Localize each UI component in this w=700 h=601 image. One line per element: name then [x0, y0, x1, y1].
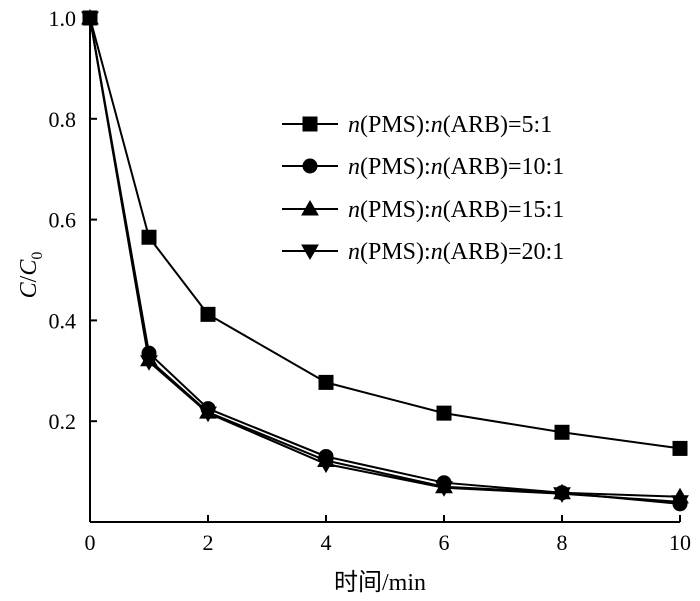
legend-item: n(PMS):n(ARB)=10:1	[282, 154, 564, 180]
legend-label: n(PMS):n(ARB)=15:1	[348, 197, 564, 223]
legend-item: n(PMS):n(ARB)=15:1	[282, 197, 564, 223]
legend-label-text: (PMS):	[360, 154, 431, 180]
x-tick-label: 8	[557, 530, 568, 555]
axis-ticks: 0 2 4 6 8 10 0.2 0.4 0.6 0.8 1.0	[49, 6, 692, 555]
triangle-down-marker	[435, 481, 453, 497]
legend-label-italic: n	[431, 154, 443, 180]
y-tick-label: 0.6	[49, 208, 77, 233]
legend-label-italic: n	[431, 239, 443, 265]
square-marker	[141, 229, 157, 245]
square-marker	[554, 424, 570, 440]
legend-label-italic: n	[348, 112, 360, 138]
legend-label-text: (ARB)=10:1	[443, 154, 565, 180]
x-tick-label: 4	[321, 530, 332, 555]
legend-label-text: (ARB)=5:1	[443, 112, 553, 138]
series	[82, 10, 688, 456]
y-tick-label: 0.4	[49, 308, 77, 333]
triangle-down-marker	[301, 244, 319, 261]
y-tick-label: 0.8	[49, 107, 77, 132]
series-layer	[81, 8, 689, 512]
legend-label-text: (PMS):	[360, 197, 431, 223]
y-tick-label: 0.2	[49, 409, 77, 434]
triangle-up-marker	[301, 199, 319, 216]
legend-label-text: (PMS):	[360, 239, 431, 265]
y-axis-title-slash: /	[16, 275, 42, 282]
triangle-down-marker	[317, 457, 335, 474]
square-marker	[318, 374, 334, 390]
square-marker	[200, 306, 216, 322]
triangle-down-marker	[199, 406, 217, 423]
legend-label-italic: n	[431, 197, 443, 223]
legend-label: n(PMS):n(ARB)=20:1	[348, 239, 564, 265]
legend-label-italic: n	[348, 154, 360, 180]
legend-label-text: (ARB)=15:1	[443, 197, 565, 223]
series	[81, 11, 689, 511]
legend-item: n(PMS):n(ARB)=5:1	[282, 112, 552, 138]
legend-label: n(PMS):n(ARB)=10:1	[348, 154, 564, 180]
y-axis-title-subscript: 0	[29, 252, 46, 260]
y-axis-title-c: C	[16, 281, 42, 298]
legend-item: n(PMS):n(ARB)=20:1	[282, 239, 564, 265]
square-marker	[436, 405, 452, 421]
x-tick-label: 0	[85, 530, 96, 555]
square-marker	[672, 440, 688, 456]
triangle-down-marker	[553, 487, 571, 503]
y-tick-label: 1.0	[49, 6, 77, 31]
legend-label: n(PMS):n(ARB)=5:1	[348, 112, 552, 138]
triangle-down-marker	[671, 495, 689, 511]
legend: n(PMS):n(ARB)=5:1n(PMS):n(ARB)=10:1n(PMS…	[282, 112, 564, 265]
x-tick-label: 10	[669, 530, 691, 555]
legend-label-italic: n	[348, 239, 360, 265]
series-line	[89, 17, 681, 450]
y-axis-title: C/C0	[16, 252, 46, 299]
x-tick-label: 2	[203, 530, 214, 555]
triangle-down-marker	[140, 355, 158, 371]
square-marker	[302, 116, 318, 132]
x-tick-label: 6	[439, 530, 450, 555]
legend-label-italic: n	[431, 112, 443, 138]
legend-label-text: (PMS):	[360, 112, 431, 138]
y-axis-title-c0: C	[16, 259, 42, 276]
triangle-down-marker	[81, 11, 99, 28]
legend-label-italic: n	[348, 197, 360, 223]
circle-marker	[302, 158, 318, 174]
legend-label-text: (ARB)=20:1	[443, 239, 565, 265]
x-axis-title: 时间/min	[334, 569, 426, 596]
axes	[89, 12, 680, 523]
